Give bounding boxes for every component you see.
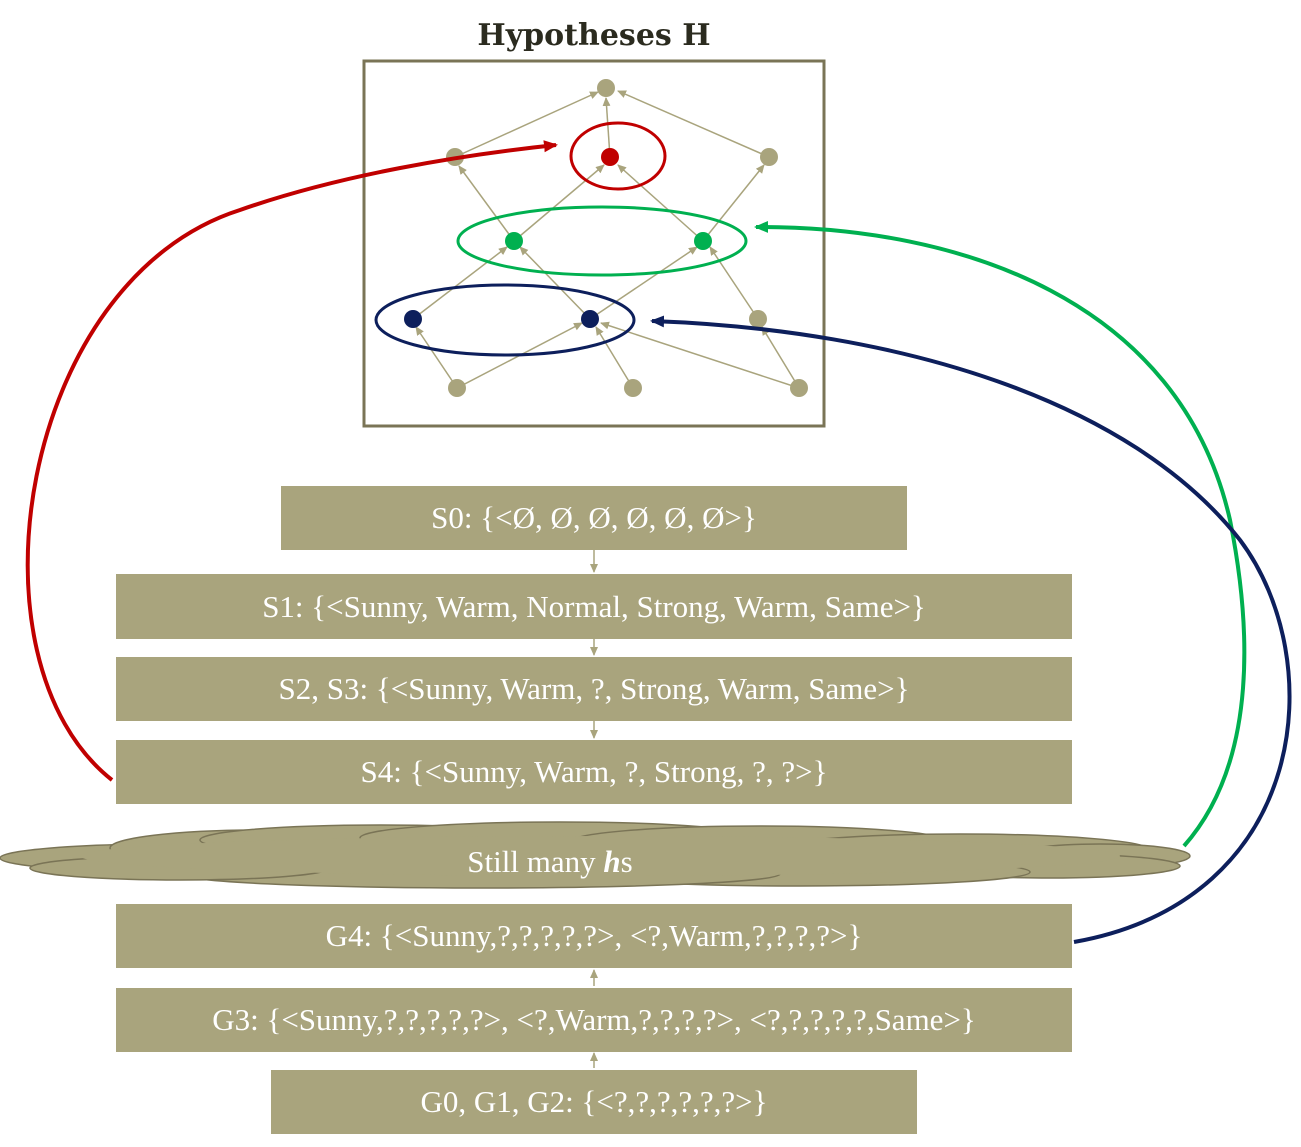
s4-box: S4: {<Sunny, Warm, ?, Strong, ?, ?>} xyxy=(116,740,1072,804)
s4-highlight-ellipse xyxy=(569,121,667,191)
hypothesis-space-frame xyxy=(362,59,826,428)
s0-box: S0: {<Ø, Ø, Ø, Ø, Ø, Ø>} xyxy=(281,486,907,550)
cloud-label-suffix: s xyxy=(620,844,633,879)
s2-s3-box: S2, S3: {<Sunny, Warm, ?, Strong, Warm, … xyxy=(116,657,1072,721)
g4-to-lattice-arrow xyxy=(650,315,1292,944)
lattice-node xyxy=(749,310,767,328)
s1-box: S1: {<Sunny, Warm, Normal, Strong, Warm,… xyxy=(116,574,1072,639)
cloud-to-lattice-arrow xyxy=(754,220,1247,848)
lattice-node-boundary xyxy=(505,232,523,250)
lattice-node-boundary xyxy=(694,232,712,250)
lattice-node xyxy=(624,379,642,397)
s4-to-lattice-arrow xyxy=(25,140,558,782)
cloud-shape xyxy=(0,821,1191,889)
diagram-title: Hypotheses H xyxy=(477,18,711,53)
g3-box: G3: {<Sunny,?,?,?,?,?>, <?,Warm,?,?,?,?>… xyxy=(116,988,1072,1052)
middle-highlight-ellipse xyxy=(456,205,748,277)
lattice-node xyxy=(760,148,778,166)
cloud-label-emph: h xyxy=(603,844,621,879)
lattice-node-top xyxy=(597,79,615,97)
g4-box: G4: {<Sunny,?,?,?,?,?>, <?,Warm,?,?,?,?>… xyxy=(116,904,1072,968)
g4-highlight-ellipse xyxy=(374,283,636,357)
lattice-edges xyxy=(412,90,800,389)
lattice-node-g4 xyxy=(404,310,422,328)
lattice-node-s4 xyxy=(601,148,619,166)
lattice-node xyxy=(790,379,808,397)
lattice-node-g4 xyxy=(581,310,599,328)
lattice-node xyxy=(448,379,466,397)
cloud-label-prefix: Still many xyxy=(467,844,604,879)
g0-g1-g2-box: G0, G1, G2: {<?,?,?,?,?,?>} xyxy=(271,1070,917,1134)
cloud-label: Still many hs xyxy=(300,840,800,884)
